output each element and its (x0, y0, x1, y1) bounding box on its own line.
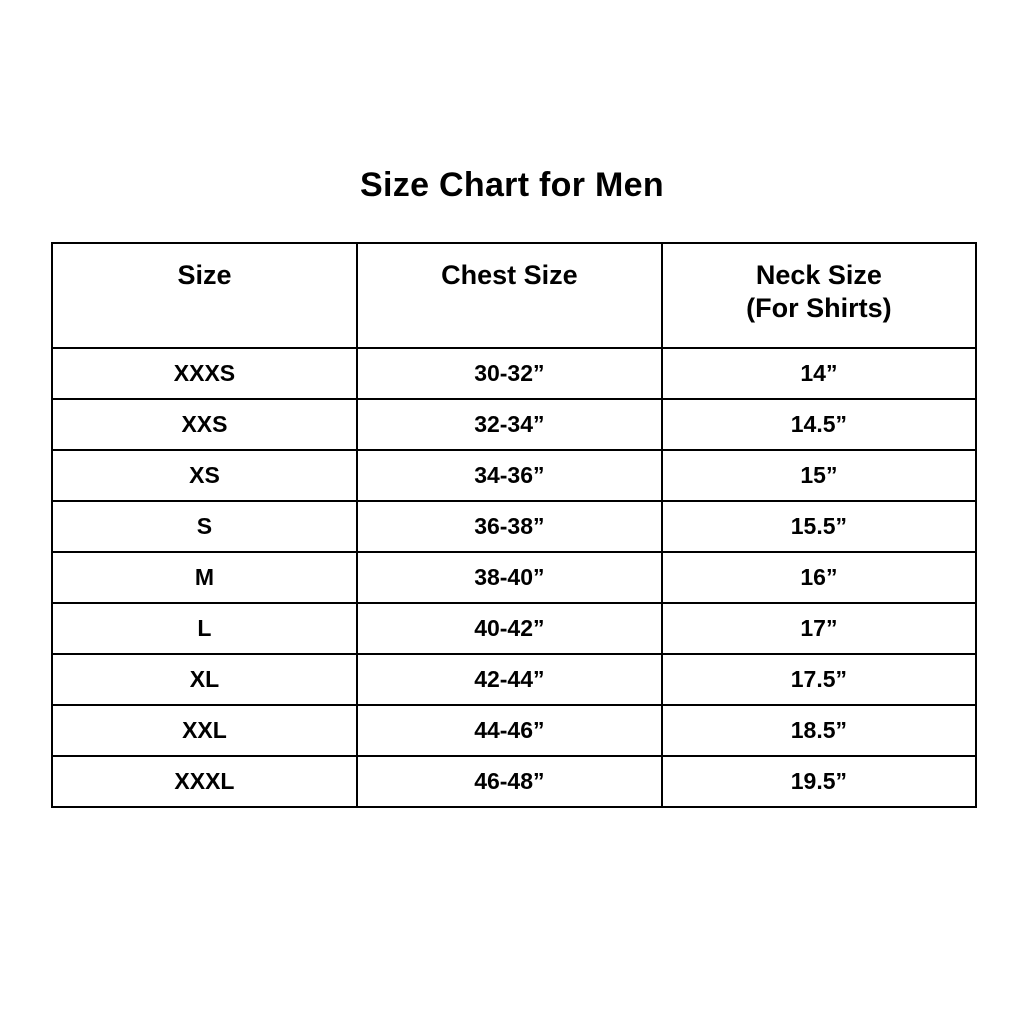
column-header-sublabel: (For Shirts) (746, 293, 892, 323)
table-row: L 40-42” 17” (51, 602, 978, 655)
size-cell: XS (51, 449, 358, 502)
chest-size-cell: 38-40” (355, 551, 663, 604)
column-header-label: Chest Size (441, 260, 578, 290)
chest-size-cell: 46-48” (355, 755, 663, 808)
column-header-size: Size (51, 242, 358, 349)
table-row: XXS 32-34” 14.5” (51, 398, 978, 451)
size-cell: XXXL (51, 755, 358, 808)
size-cell: XXXS (51, 347, 358, 400)
table-row: M 38-40” 16” (51, 551, 978, 604)
chest-size-cell: 32-34” (355, 398, 663, 451)
size-cell: M (51, 551, 358, 604)
size-cell: L (51, 602, 358, 655)
table-header-row: Size Chest Size Neck Size (For Shirts) (51, 242, 978, 349)
chest-size-cell: 36-38” (355, 500, 663, 553)
table-row: XL 42-44” 17.5” (51, 653, 978, 706)
chest-size-cell: 44-46” (355, 704, 663, 757)
neck-size-cell: 17.5” (660, 653, 978, 706)
neck-size-cell: 15.5” (660, 500, 978, 553)
table-row: S 36-38” 15.5” (51, 500, 978, 553)
neck-size-cell: 19.5” (660, 755, 978, 808)
column-header-label: Size (177, 260, 232, 290)
neck-size-cell: 16” (660, 551, 978, 604)
table-row: XS 34-36” 15” (51, 449, 978, 502)
size-cell: XL (51, 653, 358, 706)
size-cell: XXS (51, 398, 358, 451)
size-cell: S (51, 500, 358, 553)
neck-size-cell: 14.5” (660, 398, 978, 451)
chest-size-cell: 34-36” (355, 449, 663, 502)
chest-size-cell: 40-42” (355, 602, 663, 655)
neck-size-cell: 17” (660, 602, 978, 655)
column-header-chest-size: Chest Size (355, 242, 663, 349)
table-row: XXXL 46-48” 19.5” (51, 755, 978, 808)
size-chart-table: Size Chest Size Neck Size (For Shirts) X… (51, 242, 978, 808)
chest-size-cell: 30-32” (355, 347, 663, 400)
neck-size-cell: 14” (660, 347, 978, 400)
neck-size-cell: 15” (660, 449, 978, 502)
size-cell: XXL (51, 704, 358, 757)
neck-size-cell: 18.5” (660, 704, 978, 757)
page-title: Size Chart for Men (360, 166, 664, 204)
column-header-neck-size: Neck Size (For Shirts) (660, 242, 978, 349)
column-header-label: Neck Size (755, 260, 882, 290)
table-body: XXXS 30-32” 14” XXS 32-34” 14.5” XS 34-3… (51, 347, 978, 808)
table-row: XXXS 30-32” 14” (51, 347, 978, 400)
table-row: XXL 44-46” 18.5” (51, 704, 978, 757)
chest-size-cell: 42-44” (355, 653, 663, 706)
